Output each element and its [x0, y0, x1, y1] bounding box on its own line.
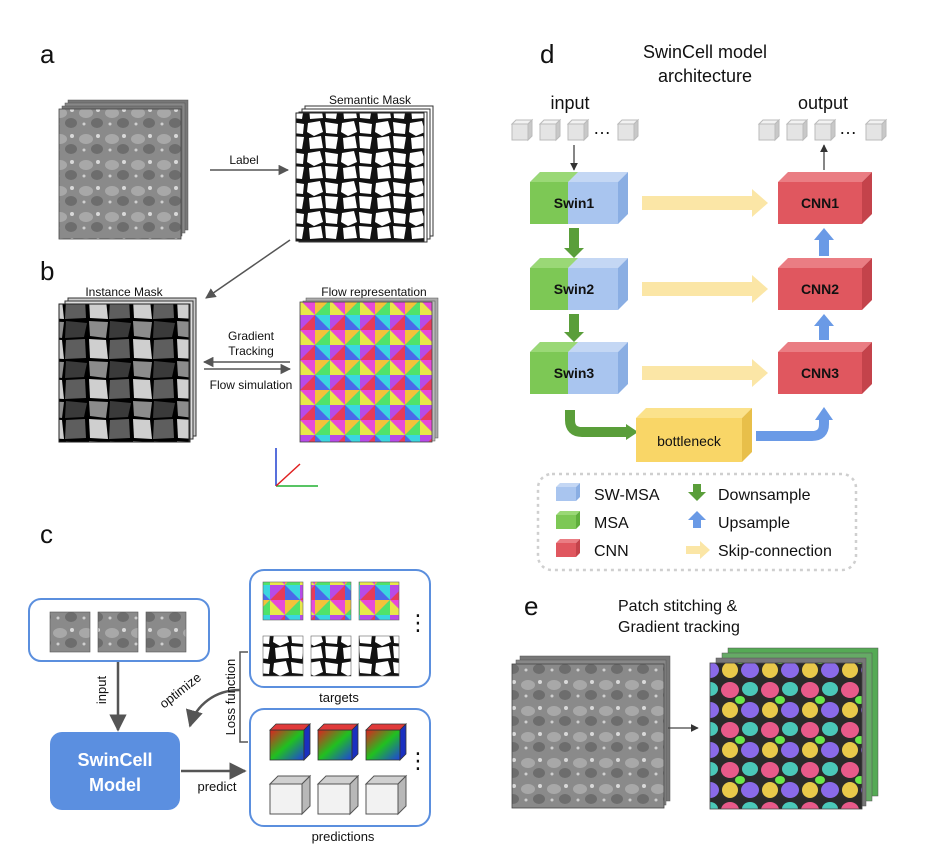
legend-downsample-label: Downsample: [718, 487, 811, 504]
downsample-arrow: [564, 228, 584, 258]
skip-connection-arrow: [642, 359, 768, 387]
gradient-tracking-line2: Tracking: [228, 344, 274, 358]
output-dots: …: [839, 118, 857, 138]
semantic-mask-title: Semantic Mask: [329, 93, 412, 107]
output-label: output: [798, 93, 848, 113]
legend-swmsa-label: SW-MSA: [594, 487, 660, 504]
optimize-arrow: [185, 688, 241, 728]
prediction-mask-cubes: [268, 774, 408, 816]
input-dots: …: [593, 118, 611, 138]
optimize-text: optimize: [157, 670, 204, 712]
instance-mask-title: Instance Mask: [85, 285, 163, 299]
cnn-block: [778, 342, 872, 394]
input-image-3: [145, 611, 187, 653]
token-cube: [510, 118, 534, 142]
panel-e-letter: e: [524, 591, 538, 621]
to-bottleneck-arrowhead: [626, 424, 638, 440]
legend-msa-swatch: [556, 511, 580, 529]
flow-simulation-text: Flow simulation: [210, 378, 293, 392]
upsample-arrow: [814, 228, 834, 256]
swin-label: Swin3: [554, 365, 595, 381]
swin-block: [530, 172, 628, 224]
flow-representation-stack: [299, 297, 439, 443]
targets-label: targets: [319, 690, 359, 705]
token-cube: [785, 118, 809, 142]
swincell-model-line1: SwinCell: [77, 750, 152, 770]
downsample-arrow: [564, 314, 584, 342]
panel-a-letter: a: [40, 39, 55, 69]
flow-representation-title: Flow representation: [321, 285, 426, 299]
input-label: input: [550, 93, 589, 113]
legend-cnn-label: CNN: [594, 543, 629, 560]
target-flow-cubes: [262, 581, 400, 621]
cnn-block: [778, 172, 872, 224]
prediction-flow-cubes: [269, 723, 407, 761]
architecture-title-line1: SwinCell model: [643, 42, 767, 62]
swincell-model-line2: Model: [89, 775, 141, 795]
from-bottleneck-path: [756, 418, 829, 441]
legend-swmsa-swatch: [556, 483, 580, 501]
instance-mask-stack: [58, 297, 197, 443]
swin-label: Swin1: [554, 195, 595, 211]
token-cube: [538, 118, 562, 142]
bottleneck-block: [636, 408, 752, 462]
from-bottleneck-arrowhead: [815, 407, 833, 420]
legend-downsample-icon: [688, 484, 706, 501]
legend-cnn-swatch: [556, 539, 580, 557]
swin-label: Swin2: [554, 281, 595, 297]
legend-skip-icon: [686, 541, 710, 559]
cnn-label: CNN3: [801, 365, 839, 381]
cnn-block: [778, 258, 872, 310]
panel-b-letter: b: [40, 256, 54, 286]
raw-image-stack: [58, 99, 189, 240]
loss-bracket: [239, 651, 248, 743]
token-cube: [616, 118, 640, 142]
token-cube: [813, 118, 837, 142]
to-bottleneck-path: [565, 410, 628, 437]
semantic-to-instance-arrow: [205, 239, 291, 299]
targets-ellipsis: ⋮: [407, 610, 429, 635]
skip-connection-arrow: [642, 189, 768, 217]
predictions-label: predictions: [312, 829, 375, 844]
input-image-2: [97, 611, 139, 653]
swin-block: [530, 258, 628, 310]
legend-upsample-label: Upsample: [718, 515, 790, 532]
stitched-input-stack: [511, 655, 671, 809]
token-cube: [757, 118, 781, 142]
output-tokens: [757, 118, 888, 142]
panel-d-letter: d: [540, 39, 554, 69]
upsample-arrow: [814, 314, 834, 340]
target-mask-cubes: [262, 635, 400, 677]
predictions-ellipsis: ⋮: [407, 748, 429, 773]
panel-e-title-line2: Gradient tracking: [618, 619, 740, 636]
swin-block: [530, 342, 628, 394]
label-arrow-text: Label: [229, 153, 258, 167]
legend-msa-label: MSA: [594, 515, 629, 532]
segmentation-output-stack: [709, 647, 879, 810]
legend-upsample-icon: [688, 511, 706, 528]
semantic-mask-stack: [295, 105, 434, 243]
bottleneck-label: bottleneck: [657, 433, 722, 449]
swincell-model-box: [50, 732, 180, 810]
predict-text: predict: [197, 779, 236, 794]
architecture-blocks: Swin1 CNN1 Swin2 CNN2 Swin3 CNN3: [530, 172, 872, 394]
skip-connection-arrow: [642, 275, 768, 303]
input-image-1: [49, 611, 91, 653]
input-arrow-text: input: [94, 676, 109, 705]
panel-e-title-line1: Patch stitching &: [618, 598, 738, 615]
token-cube: [864, 118, 888, 142]
axes-icon: [275, 448, 318, 487]
cnn-label: CNN1: [801, 195, 839, 211]
token-cube: [566, 118, 590, 142]
gradient-tracking-line1: Gradient: [228, 329, 275, 343]
loss-function-text: Loss function: [223, 659, 238, 736]
legend-skip-label: Skip-connection: [718, 543, 832, 560]
architecture-title-line2: architecture: [658, 66, 752, 86]
panel-c-letter: c: [40, 519, 53, 549]
cnn-label: CNN2: [801, 281, 839, 297]
input-tokens: [510, 118, 640, 142]
